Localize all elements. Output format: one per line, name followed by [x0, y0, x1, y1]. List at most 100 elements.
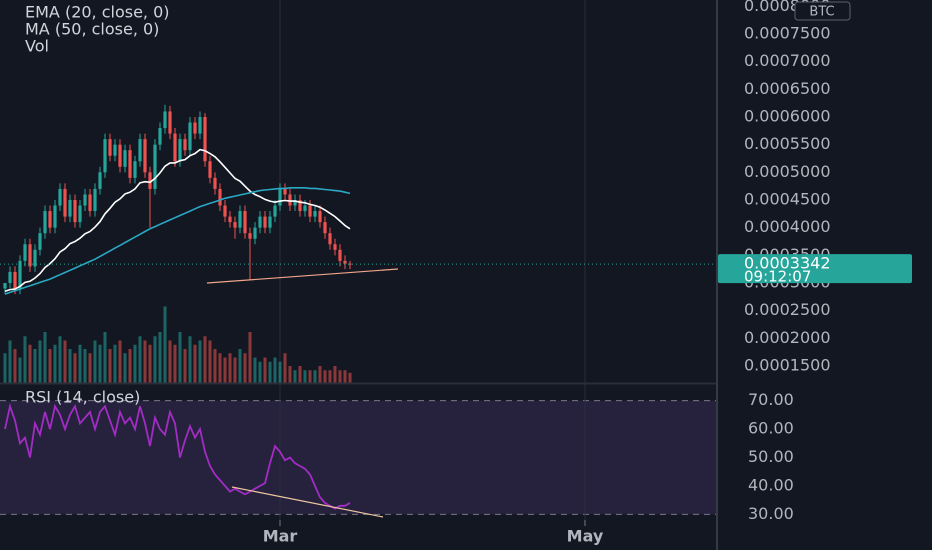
- volume-bar: [253, 357, 257, 383]
- volume-bar: [233, 357, 237, 383]
- candle-body: [203, 116, 207, 162]
- legend-entry: EMA (20, close, 0): [25, 3, 170, 22]
- y-tick-label: 30.00: [748, 504, 794, 523]
- y-tick-label: 0.0002000: [744, 328, 831, 347]
- candle-body: [158, 128, 162, 145]
- candle-body: [323, 222, 327, 234]
- legend-entry: Vol: [25, 37, 49, 56]
- last-price-box: [718, 254, 912, 284]
- volume-bar: [163, 306, 167, 383]
- candle-body: [218, 188, 222, 206]
- candle-body: [343, 260, 347, 264]
- candle-body: [148, 172, 152, 189]
- volume-bar: [23, 336, 27, 383]
- candle-body: [63, 188, 67, 217]
- candle-body: [308, 205, 312, 217]
- y-tick-label: 70.00: [748, 390, 794, 409]
- volume-bar: [308, 370, 312, 383]
- y-tick-label: 0.0004500: [744, 189, 831, 208]
- volume-bar: [173, 344, 177, 383]
- volume-bar: [8, 340, 12, 383]
- volume-bar: [303, 370, 307, 383]
- ma-line: [4, 187, 351, 295]
- volume-bar: [118, 340, 122, 383]
- volume-bar: [243, 353, 247, 383]
- candle-body: [23, 244, 27, 261]
- candle-body: [318, 211, 322, 223]
- volume-bar: [208, 340, 212, 383]
- candle-body: [338, 249, 342, 261]
- candle-body: [58, 188, 62, 206]
- y-tick-label: 0.0006000: [744, 106, 831, 125]
- candle-body: [278, 188, 282, 206]
- plot-area: [0, 104, 716, 510]
- volume-bar: [318, 366, 322, 383]
- candle-body: [128, 150, 132, 178]
- volume-bar: [98, 344, 102, 383]
- x-tick-label: May: [567, 527, 604, 546]
- grid: [0, 0, 716, 522]
- volume-bar: [68, 349, 72, 383]
- candle-body: [33, 249, 37, 267]
- candle-body: [28, 244, 32, 267]
- volume-bar: [58, 336, 62, 383]
- y-tick-label: 0.0004000: [744, 217, 831, 236]
- candle-body: [183, 139, 187, 151]
- volume-bar: [53, 344, 57, 383]
- volume-bar: [198, 340, 202, 383]
- y-tick-label: 0.0005000: [744, 162, 831, 181]
- volume-bar: [13, 349, 17, 383]
- volume-bar: [158, 332, 162, 383]
- volume-bar: [113, 344, 117, 383]
- volume-bar: [293, 370, 297, 383]
- volume-bar: [343, 370, 347, 383]
- ma-line: [4, 148, 351, 293]
- volume-bar: [93, 340, 97, 383]
- y-tick-label: 0.0005500: [744, 134, 831, 153]
- volume-bar: [128, 349, 132, 383]
- volume-bar: [248, 332, 252, 383]
- volume-bar: [213, 349, 217, 383]
- volume-bar: [108, 349, 112, 383]
- volume-bar: [348, 372, 352, 383]
- volume-bar: [78, 344, 82, 383]
- candle-body: [173, 133, 177, 162]
- candle-body: [38, 233, 42, 250]
- candle-body: [118, 144, 122, 167]
- candle-body: [73, 199, 77, 223]
- rsi-line: [4, 403, 351, 510]
- volume-bar: [338, 370, 342, 383]
- volume-bar: [133, 344, 137, 383]
- candle-body: [208, 161, 212, 178]
- volume-bar: [188, 336, 192, 383]
- volume-bar: [263, 357, 267, 383]
- candle-body: [293, 199, 297, 206]
- candle-body: [68, 199, 72, 217]
- candle-body: [3, 283, 7, 289]
- currency-badge[interactable]: [794, 1, 851, 21]
- volume-bar: [63, 340, 67, 383]
- volume-bar: [328, 370, 332, 383]
- rsi-band: [0, 400, 716, 515]
- candle-body: [93, 188, 97, 212]
- candle-body: [163, 111, 167, 129]
- volume-bar: [43, 332, 47, 383]
- volume-bar: [193, 344, 197, 383]
- candle-body: [88, 194, 92, 212]
- volume-bar: [168, 340, 172, 383]
- candle-body: [133, 161, 137, 178]
- candle-body: [98, 172, 102, 189]
- y-tick-label: 60.00: [748, 419, 794, 438]
- candle-body: [113, 144, 117, 156]
- candle-body: [228, 216, 232, 223]
- volume-bar: [123, 353, 127, 383]
- volume-bar: [228, 353, 232, 383]
- candle-body: [83, 194, 87, 206]
- candle-body: [168, 111, 172, 134]
- volume-bar: [218, 353, 222, 383]
- candle-body: [268, 216, 272, 228]
- volume-bar: [278, 361, 282, 383]
- candle-body: [348, 263, 352, 265]
- candle-body: [13, 271, 17, 289]
